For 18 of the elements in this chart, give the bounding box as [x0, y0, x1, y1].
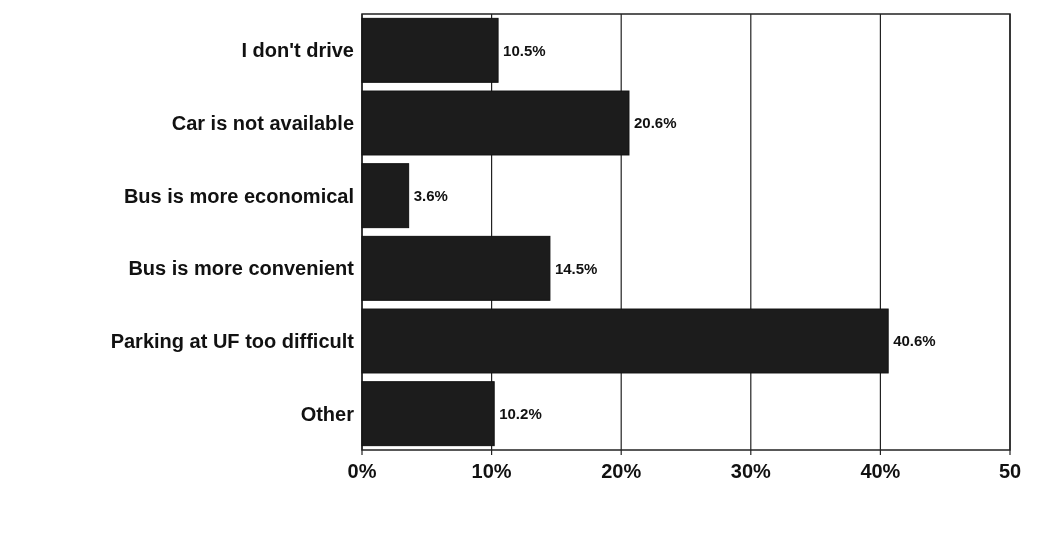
- y-tick-label: Car is not available: [171, 112, 354, 134]
- y-tick-label: Parking at UF too difficult: [110, 330, 355, 352]
- data-label: 3.6%: [413, 186, 448, 204]
- x-tick-label: 10%: [471, 460, 512, 482]
- x-tick-label: 30%: [730, 460, 772, 482]
- y-tick-label: Bus is more economical: [123, 184, 354, 207]
- data-label: 10.5%: [503, 41, 546, 59]
- data-label: 10.2%: [499, 404, 542, 422]
- x-tick-label: 40%: [860, 460, 901, 482]
- x-tick-label: 20%: [601, 460, 642, 482]
- y-tick-label: Other: [300, 402, 355, 425]
- data-label: 14.5%: [554, 259, 598, 277]
- x-tick-label: 50: [998, 460, 1022, 482]
- y-tick-label: I don't drive: [241, 39, 354, 62]
- x-tick-label: 0%: [347, 460, 377, 482]
- y-tick-label: Bus is more convenient: [128, 257, 355, 280]
- data-label: 20.6%: [633, 114, 677, 132]
- data-label: 40.6%: [893, 332, 936, 350]
